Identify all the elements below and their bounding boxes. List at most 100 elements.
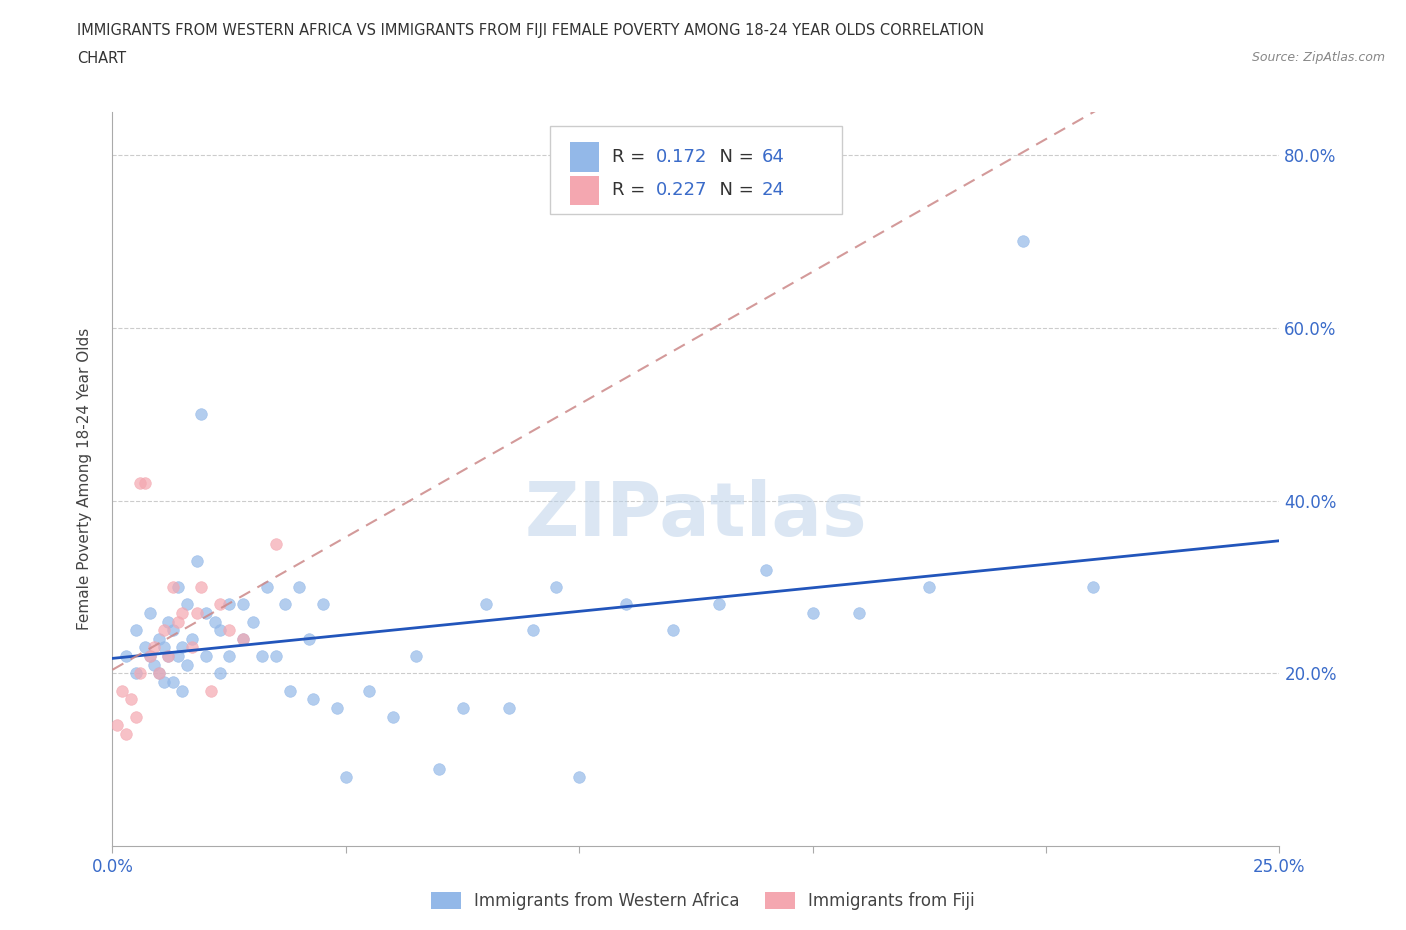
- Point: [359, 684, 381, 698]
- Point: [139, 649, 162, 664]
- Point: [278, 684, 301, 698]
- Point: [143, 640, 166, 655]
- Point: [180, 640, 202, 655]
- Point: [405, 649, 427, 664]
- Point: [190, 579, 212, 594]
- Point: [250, 649, 273, 664]
- Point: [451, 700, 474, 715]
- Point: [125, 710, 148, 724]
- Text: N =: N =: [707, 148, 759, 166]
- Point: [129, 476, 152, 491]
- Point: [162, 623, 184, 638]
- Point: [143, 658, 166, 672]
- Text: N =: N =: [707, 181, 759, 199]
- Point: [208, 666, 231, 681]
- Point: [134, 476, 156, 491]
- Point: [162, 579, 184, 594]
- Point: [208, 597, 231, 612]
- Point: [274, 597, 297, 612]
- Point: [115, 649, 138, 664]
- Text: R =: R =: [612, 148, 651, 166]
- Point: [498, 700, 520, 715]
- Point: [172, 684, 194, 698]
- Point: [614, 597, 637, 612]
- Point: [801, 605, 824, 620]
- Point: [218, 597, 240, 612]
- Text: R =: R =: [612, 181, 651, 199]
- Point: [200, 684, 222, 698]
- Point: [232, 631, 254, 646]
- Point: [134, 640, 156, 655]
- Text: 0.172: 0.172: [657, 148, 707, 166]
- Point: [264, 649, 287, 664]
- FancyBboxPatch shape: [550, 126, 842, 215]
- Point: [157, 649, 180, 664]
- Text: 24: 24: [761, 181, 785, 199]
- Point: [218, 649, 240, 664]
- Bar: [569, 176, 599, 205]
- Point: [264, 537, 287, 551]
- Point: [153, 674, 176, 689]
- Point: [176, 597, 198, 612]
- Point: [166, 649, 188, 664]
- Point: [176, 658, 198, 672]
- Point: [139, 649, 162, 664]
- Point: [218, 623, 240, 638]
- Text: CHART: CHART: [77, 51, 127, 66]
- Point: [568, 770, 591, 785]
- Point: [125, 666, 148, 681]
- Point: [661, 623, 683, 638]
- Point: [335, 770, 357, 785]
- Point: [194, 649, 217, 664]
- Text: 0.227: 0.227: [657, 181, 707, 199]
- Bar: [569, 142, 599, 172]
- Point: [475, 597, 498, 612]
- Point: [522, 623, 544, 638]
- Point: [297, 631, 319, 646]
- Point: [232, 597, 254, 612]
- Point: [232, 631, 254, 646]
- Text: 64: 64: [761, 148, 785, 166]
- Point: [190, 406, 212, 421]
- Point: [139, 605, 162, 620]
- Point: [311, 597, 333, 612]
- Point: [172, 640, 194, 655]
- Point: [157, 614, 180, 629]
- Point: [148, 631, 170, 646]
- Point: [194, 605, 217, 620]
- Point: [848, 605, 870, 620]
- Point: [204, 614, 226, 629]
- Point: [427, 761, 450, 776]
- Point: [325, 700, 347, 715]
- Point: [125, 623, 148, 638]
- Point: [186, 605, 208, 620]
- Point: [153, 623, 176, 638]
- Text: Source: ZipAtlas.com: Source: ZipAtlas.com: [1251, 51, 1385, 64]
- Point: [157, 649, 180, 664]
- Point: [180, 631, 202, 646]
- Point: [166, 614, 188, 629]
- Point: [755, 563, 778, 578]
- Point: [115, 726, 138, 741]
- Point: [288, 579, 311, 594]
- Point: [153, 640, 176, 655]
- Point: [1081, 579, 1104, 594]
- Point: [129, 666, 152, 681]
- Point: [302, 692, 325, 707]
- Point: [105, 718, 128, 733]
- Point: [918, 579, 941, 594]
- Point: [544, 579, 567, 594]
- Point: [120, 692, 142, 707]
- Point: [148, 666, 170, 681]
- Text: ZIPatlas: ZIPatlas: [524, 479, 868, 552]
- Legend: Immigrants from Western Africa, Immigrants from Fiji: Immigrants from Western Africa, Immigran…: [425, 885, 981, 917]
- Point: [186, 553, 208, 568]
- Point: [166, 579, 188, 594]
- Y-axis label: Female Poverty Among 18-24 Year Olds: Female Poverty Among 18-24 Year Olds: [77, 328, 91, 631]
- Point: [172, 605, 194, 620]
- Point: [709, 597, 731, 612]
- Point: [242, 614, 264, 629]
- Point: [1011, 233, 1033, 248]
- Point: [381, 710, 404, 724]
- Point: [162, 674, 184, 689]
